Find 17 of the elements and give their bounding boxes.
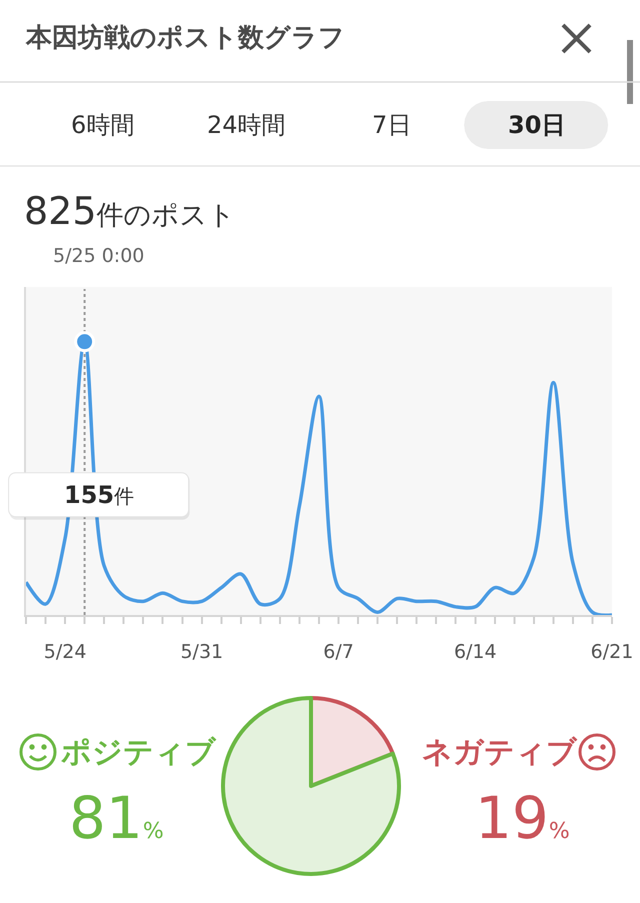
text: 24時間 [207, 111, 286, 139]
x-tick-label: 5/31 [180, 640, 224, 663]
x-tick-label: 5/24 [44, 640, 86, 663]
chart-subtitle: 825件のポスト [24, 189, 236, 233]
x-tick-label: 6/21 [590, 640, 634, 663]
data-label: 19% [475, 784, 570, 852]
ref-line-label: 5/25 0:00 [53, 245, 144, 267]
annotation: 155件 [64, 481, 134, 509]
legend-label: ポジティブ [61, 735, 217, 770]
slice-label: ネガティブ [422, 735, 578, 770]
x-tick-label: 6/7 [323, 640, 354, 663]
chart-title: 本因坊戦のポスト数グラフ [25, 23, 345, 53]
text: 6時間 [71, 111, 134, 139]
text: 30日 [508, 111, 566, 139]
x-tick-label: 6/14 [454, 640, 497, 663]
data-label: 81% [69, 784, 164, 852]
text: 7日 [372, 111, 412, 139]
